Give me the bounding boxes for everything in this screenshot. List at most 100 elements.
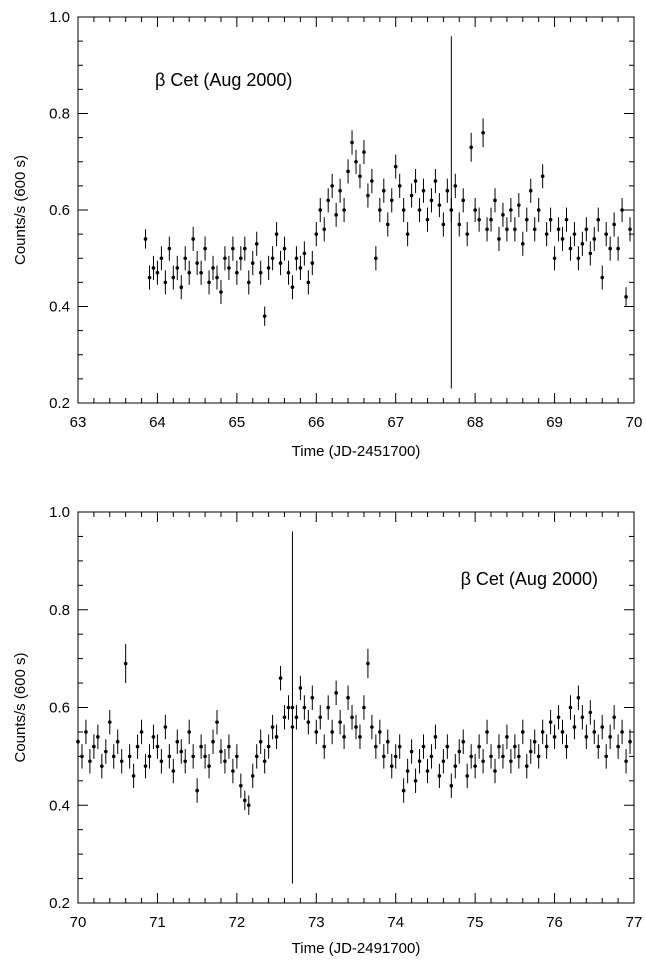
data-points [143,36,632,389]
y-tick-label: 0.6 [49,700,70,717]
y-axis-label: Counts/s (600 s) [12,155,29,265]
y-tick-label: 0.2 [49,395,70,412]
data-point [223,256,227,261]
data-point [493,769,497,773]
data-point [370,179,374,183]
data-point [445,188,450,193]
chart-annotation: β Cet (Aug 2000) [461,569,598,589]
data-point [493,198,497,203]
data-point [306,280,311,285]
data-point [179,749,184,754]
data-point [540,174,545,179]
data-point [433,735,438,739]
x-tick-label: 70 [70,914,87,931]
data-point [477,217,481,222]
data-point [159,256,164,261]
data-point [346,169,350,174]
data-point [111,754,116,759]
data-point [282,715,287,720]
data-point [584,227,589,232]
data-point [374,256,378,261]
x-tick-label: 74 [387,914,404,931]
data-point [318,208,323,212]
data-point [155,270,160,275]
data-point [461,739,466,744]
data-point [366,661,370,666]
data-point [235,270,239,275]
data-point [564,217,569,222]
data-point [497,237,501,241]
data-point [421,188,426,193]
data-point [254,754,259,759]
data-point [378,730,382,734]
data-point [560,730,565,734]
data-point [528,188,533,193]
data-point [556,227,561,232]
data-point [199,270,203,275]
data-point [358,735,362,739]
data-point [322,227,327,232]
y-tick-label: 0.8 [49,106,70,123]
data-point [92,744,96,749]
data-point [151,735,156,739]
data-point [485,730,489,734]
data-point [207,764,211,768]
axis-ticks [77,16,635,404]
data-point [437,203,442,207]
data-point [302,251,307,256]
data-point [282,246,287,251]
data-point [405,232,410,236]
data-point [139,730,144,734]
data-point [151,266,156,270]
data-point [485,227,489,232]
x-tick-label: 71 [149,914,166,931]
data-point [382,188,386,193]
data-point [544,232,549,236]
x-tick-label: 76 [546,914,563,931]
data-point [334,691,338,695]
data-point [576,695,581,700]
x-tick-label: 68 [467,414,484,431]
data-point [616,744,620,749]
data-point [624,759,628,764]
data-point [219,749,223,754]
data-point [378,208,382,212]
y-tick-label: 0.4 [49,797,70,814]
data-point [401,208,406,212]
x-tick-label: 67 [387,414,404,431]
data-point [473,208,477,212]
data-point [342,208,346,212]
data-point [342,735,346,739]
data-point [354,159,358,164]
x-tick-label: 72 [229,914,246,931]
data-point [183,759,188,764]
data-point [509,759,513,764]
data-point [107,720,112,724]
data-point [596,744,601,749]
data-point [532,227,537,232]
data-point [115,739,120,744]
data-point [552,256,557,261]
data-point [227,744,231,749]
axis-ticks [77,511,635,904]
data-point [457,222,462,227]
data-point [600,725,605,729]
x-tick-label: 77 [626,914,643,931]
data-point [548,720,553,724]
data-point [513,744,517,749]
data-point [76,739,80,744]
data-point [358,174,362,179]
data-point [302,705,307,710]
data-point [254,241,259,246]
data-point [397,744,402,749]
x-tick-label: 65 [229,414,246,431]
data-point [469,754,473,759]
data-point [223,759,227,764]
data-point [159,759,164,764]
data-point [354,725,358,729]
data-point [266,744,271,749]
data-point [505,227,509,232]
data-point [187,270,191,275]
data-point [588,251,593,256]
data-point [509,208,513,212]
